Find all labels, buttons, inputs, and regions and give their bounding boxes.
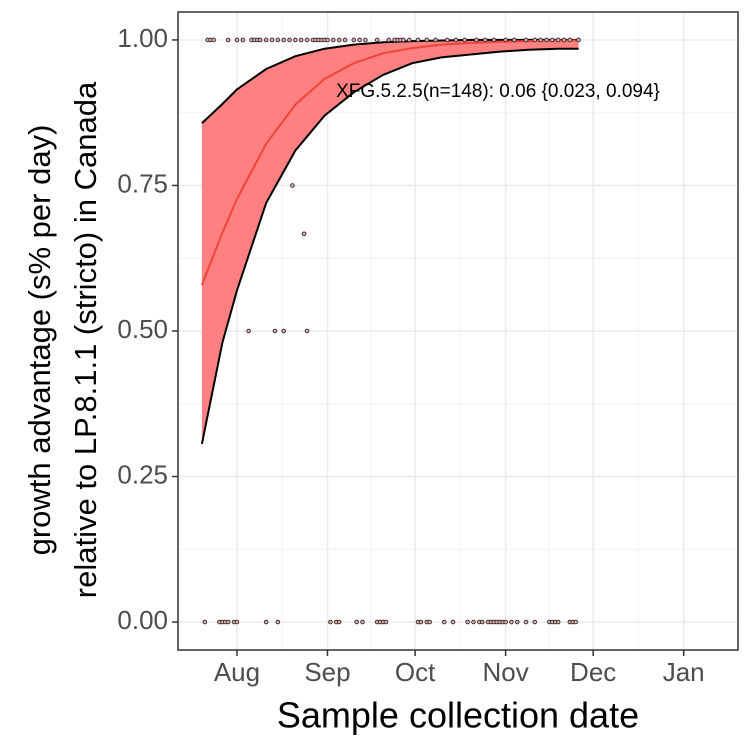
data-point bbox=[424, 37, 430, 43]
data-point bbox=[418, 619, 424, 625]
data-point bbox=[331, 37, 336, 43]
x-tick-label: Jan bbox=[663, 657, 705, 687]
data-point bbox=[462, 37, 468, 43]
panel-border bbox=[177, 11, 739, 651]
y-tick-label: 0.25 bbox=[117, 459, 168, 489]
y-axis-title: growth advantage (s% per day) bbox=[22, 125, 57, 556]
data-point bbox=[514, 619, 520, 625]
data-point bbox=[351, 37, 357, 43]
data-point bbox=[202, 619, 208, 625]
y-tick-label: 0.75 bbox=[117, 168, 168, 198]
data-point bbox=[555, 619, 561, 625]
data-point bbox=[433, 37, 438, 43]
x-tick-label: Dec bbox=[570, 657, 616, 687]
data-point bbox=[342, 37, 348, 43]
x-tick-label: Aug bbox=[214, 657, 260, 687]
data-point bbox=[225, 619, 231, 625]
data-point bbox=[263, 619, 269, 625]
data-point bbox=[471, 619, 476, 625]
data-point bbox=[561, 37, 567, 43]
data-point bbox=[354, 619, 359, 625]
upper-bound-line bbox=[201, 38, 579, 124]
data-point bbox=[401, 37, 406, 43]
data-point bbox=[441, 619, 447, 625]
x-tick-label: Nov bbox=[482, 657, 528, 687]
data-point bbox=[383, 619, 389, 625]
data-point bbox=[550, 37, 555, 43]
data-point bbox=[532, 619, 538, 625]
data-point bbox=[258, 37, 263, 43]
data-point bbox=[567, 37, 573, 43]
data-point bbox=[301, 231, 307, 237]
confidence-ribbon bbox=[201, 39, 579, 444]
data-point bbox=[555, 37, 561, 43]
data-point bbox=[386, 37, 392, 43]
data-point bbox=[444, 37, 450, 43]
y-tick-label: 0.00 bbox=[117, 605, 168, 635]
data-point bbox=[336, 619, 342, 625]
data-point bbox=[240, 37, 246, 43]
data-point bbox=[234, 619, 240, 625]
fit-line bbox=[200, 39, 579, 286]
data-point bbox=[503, 37, 508, 43]
data-point bbox=[304, 328, 310, 334]
data-point bbox=[290, 183, 295, 188]
y-tick-label: 0.50 bbox=[117, 314, 168, 344]
y-tick-label: 1.00 bbox=[117, 23, 168, 53]
y-axis-title: relative to LP.8.1.1 (stricto) in Canada bbox=[68, 81, 103, 598]
data-point bbox=[275, 619, 281, 625]
data-point bbox=[287, 37, 292, 43]
data-point bbox=[406, 37, 412, 43]
data-point bbox=[269, 37, 275, 43]
data-point bbox=[211, 37, 216, 43]
x-axis-title: Sample collection date bbox=[277, 695, 639, 736]
data-point bbox=[328, 619, 333, 625]
data-point bbox=[427, 619, 432, 625]
lower-bound-line bbox=[200, 47, 579, 445]
data-point bbox=[281, 328, 286, 334]
data-point bbox=[360, 619, 365, 625]
data-point bbox=[465, 619, 470, 625]
data-point bbox=[509, 619, 514, 625]
data-point bbox=[538, 37, 543, 43]
data-point bbox=[281, 37, 286, 43]
data-point bbox=[512, 37, 517, 43]
data-point bbox=[336, 37, 342, 43]
data-point bbox=[363, 37, 368, 43]
data-point bbox=[293, 37, 298, 43]
data-point bbox=[246, 328, 251, 334]
data-point bbox=[374, 37, 380, 43]
data-point bbox=[325, 37, 330, 43]
x-tick-label: Oct bbox=[395, 657, 436, 687]
data-point bbox=[491, 37, 497, 43]
data-point bbox=[523, 619, 529, 625]
data-point bbox=[482, 37, 488, 43]
data-point bbox=[453, 37, 459, 43]
data-point bbox=[479, 619, 485, 625]
data-point bbox=[474, 37, 479, 43]
data-point bbox=[544, 37, 549, 43]
data-point bbox=[532, 37, 538, 43]
data-point bbox=[415, 37, 421, 43]
data-point bbox=[523, 37, 529, 43]
data-point bbox=[576, 37, 581, 43]
data-point bbox=[573, 619, 578, 625]
data-point bbox=[304, 37, 310, 43]
data-point bbox=[272, 328, 278, 334]
data-point bbox=[275, 37, 281, 43]
x-tick-label: Sep bbox=[304, 657, 350, 687]
data-point bbox=[263, 37, 269, 43]
data-point bbox=[357, 37, 362, 43]
data-point bbox=[298, 37, 304, 43]
data-point bbox=[450, 619, 456, 625]
data-point bbox=[234, 37, 240, 43]
data-point bbox=[503, 619, 508, 625]
annotation: XFG.5.2.5(n=148): 0.06 {0.023, 0.094} bbox=[336, 81, 660, 102]
data-point bbox=[225, 37, 231, 43]
